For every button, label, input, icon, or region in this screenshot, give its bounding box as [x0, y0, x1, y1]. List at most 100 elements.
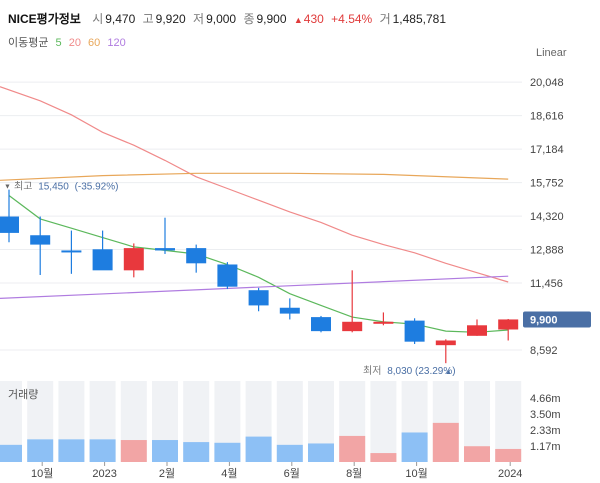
open-label: 시	[92, 12, 104, 26]
ma-5-label[interactable]: 5	[55, 37, 62, 49]
candle-body	[498, 319, 519, 330]
candle[interactable]	[435, 339, 456, 364]
high-label: 고	[142, 12, 154, 26]
volume-bar[interactable]	[276, 444, 303, 462]
open-value: 9,470	[105, 12, 136, 26]
ma-60-label[interactable]: 60	[88, 37, 101, 49]
candle[interactable]	[0, 189, 19, 243]
ma-120-label[interactable]: 120	[107, 37, 126, 49]
candle[interactable]	[61, 230, 82, 274]
volume-bar[interactable]	[401, 432, 428, 462]
volume-bar[interactable]	[152, 440, 178, 462]
volume-bar[interactable]	[308, 443, 334, 462]
candle[interactable]	[186, 244, 207, 273]
candle[interactable]	[248, 287, 269, 312]
candle-body	[404, 320, 425, 342]
volume-bar[interactable]	[120, 440, 147, 462]
last-price-badge-bg	[523, 311, 591, 328]
svg-text:최고 15,450 (-35.92%: 최고 15,450 (-35.92%)	[14, 181, 118, 193]
volume-bars[interactable]	[0, 422, 522, 462]
time-tick-label: 8월	[346, 467, 362, 480]
high-marker-label: 최고	[14, 181, 32, 193]
high-value: 9,920	[155, 12, 186, 26]
volume-bar[interactable]	[214, 442, 241, 462]
moving-average-legend[interactable]: 이동평균 5 20 60 120	[8, 34, 130, 50]
low-label: 저	[193, 12, 205, 26]
volume-bar[interactable]	[464, 446, 490, 462]
candle-body	[92, 249, 113, 271]
svg-text:최저 8,030 (23.29%): 최저 8,030 (23.29%)	[363, 365, 456, 377]
volume-bar[interactable]	[27, 439, 54, 462]
volume-value: 1,485,781	[392, 12, 446, 26]
candle-body	[467, 325, 487, 336]
candle[interactable]	[155, 217, 175, 254]
candle-body	[123, 248, 144, 271]
candle[interactable]	[404, 318, 425, 345]
time-tick-label: 4월	[221, 467, 237, 480]
ma-20-label[interactable]: 20	[68, 37, 81, 49]
volume-bar[interactable]	[432, 422, 459, 462]
candle[interactable]	[373, 312, 394, 326]
candle[interactable]	[311, 315, 331, 333]
volume-tick-label: 3.50m	[530, 409, 561, 421]
candle[interactable]	[342, 270, 363, 333]
volume-bar[interactable]	[245, 436, 272, 462]
candle[interactable]	[123, 243, 144, 278]
price-axis: 20,048 18,616 17,184 15,752 14,320 12,888 11,4…	[530, 77, 564, 357]
low-marker-label: 최저	[363, 365, 381, 377]
volume-label: 거래량	[8, 388, 38, 401]
candle-body	[342, 321, 363, 332]
candles[interactable]	[0, 189, 519, 364]
candle[interactable]	[467, 319, 487, 336]
ma-120-line	[0, 275, 509, 299]
candle-body	[0, 216, 19, 233]
ma-legend-label: 이동평균	[8, 37, 49, 49]
volume-bar[interactable]	[339, 435, 366, 462]
price-grid	[0, 81, 522, 351]
last-price-badge: 9,900	[523, 311, 591, 328]
candle-body	[30, 235, 51, 245]
candle[interactable]	[498, 318, 519, 341]
volume-bar[interactable]	[183, 442, 210, 462]
ma-5-line	[8, 195, 509, 333]
time-tick-label: 2024	[498, 468, 522, 480]
close-label: 종	[243, 12, 255, 26]
candle[interactable]	[279, 298, 300, 320]
candle-body	[435, 340, 456, 346]
candle-body	[311, 317, 331, 332]
price-tick-label: 17,184	[530, 144, 564, 156]
candle[interactable]	[217, 262, 238, 290]
volume-bar[interactable]	[0, 444, 22, 462]
low-marker: 최저 8,030 (23.29%) ▲	[363, 365, 456, 377]
high-marker-arrow-icon: ▼	[4, 184, 11, 191]
volume-bar[interactable]	[495, 448, 522, 462]
volume-label: 거	[379, 12, 391, 26]
price-tick-label: 12,888	[530, 245, 564, 257]
price-tick-label: 15,752	[530, 178, 564, 190]
stock-name[interactable]: NICE평가정보	[8, 12, 81, 26]
candle[interactable]	[30, 216, 51, 276]
change-up-icon: ▲	[293, 15, 303, 25]
volume-bar[interactable]	[58, 439, 85, 462]
candle-body	[217, 264, 238, 287]
close-value: 9,900	[256, 12, 287, 26]
price-tick-label: 14,320	[530, 211, 564, 223]
volume-tick-label: 2.33m	[530, 425, 561, 437]
low-marker-pct: (23.29%)	[415, 366, 456, 377]
change-value: 430	[303, 12, 324, 26]
change-percent: +4.54%	[331, 12, 373, 26]
volume-tick-label: 4.66m	[530, 393, 561, 405]
low-marker-arrow-icon: ▲	[445, 369, 452, 376]
last-price-value: 9,900	[530, 314, 558, 326]
volume-column-bg	[370, 381, 397, 462]
time-tick-label: 6월	[284, 467, 300, 480]
scale-toggle-button[interactable]: Linear	[536, 47, 567, 59]
volume-tick-label: 1.17m	[530, 441, 561, 453]
price-tick-label: 18,616	[530, 111, 564, 123]
volume-bar[interactable]	[89, 439, 116, 462]
price-tick-label: 8,592	[530, 345, 558, 357]
time-tick-label: 2023	[92, 468, 116, 480]
candle[interactable]	[92, 230, 113, 271]
volume-bar[interactable]	[370, 453, 397, 462]
